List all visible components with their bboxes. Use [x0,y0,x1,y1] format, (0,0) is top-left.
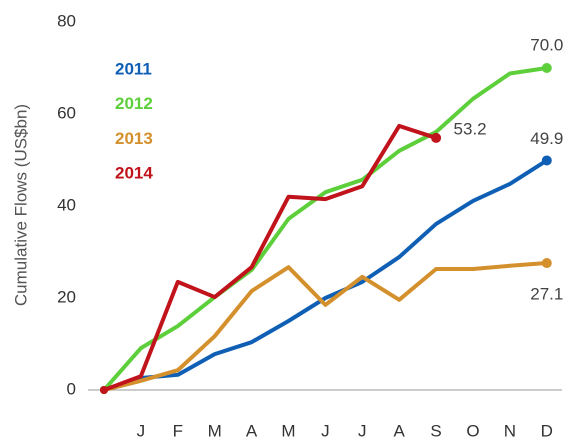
x-tick-label: O [466,421,479,440]
y-tick-label: 80 [57,11,76,30]
x-tick-label: M [208,421,222,440]
end-point [541,258,552,269]
x-tick-label: M [281,421,295,440]
end-point [541,63,552,73]
series-line [103,123,437,392]
x-tick-label: J [358,421,367,440]
x-tick-label: A [394,421,406,440]
y-tick-label: 0 [67,379,76,398]
y-tick-label: 60 [57,103,76,122]
y-axis-label: Cumulative Flows (US$bn) [11,104,30,306]
x-tick-label: J [137,421,146,440]
legend-entry: 2013 [115,129,153,148]
legend-entry: 2014 [115,164,153,183]
x-tick-label: S [430,421,441,440]
data-label: 53.2 [454,119,487,138]
x-tick-label: A [246,421,258,440]
x-tick-label: F [173,421,183,440]
data-label: 70.0 [530,35,563,54]
x-tick-label: J [321,421,330,440]
y-tick-label: 40 [57,195,76,214]
legend-entry: 2011 [115,59,152,78]
x-tick-label: D [541,421,553,440]
series-line [103,261,547,392]
series-line [103,158,548,392]
start-point [100,386,108,394]
data-label: 49.9 [530,129,563,148]
legend-entry: 2012 [115,94,153,113]
series-line [102,66,548,392]
x-tick-label: N [504,421,516,440]
data-label: 27.1 [530,285,563,304]
end-point [541,155,552,166]
end-point [431,132,442,143]
y-tick-label: 20 [57,287,76,306]
